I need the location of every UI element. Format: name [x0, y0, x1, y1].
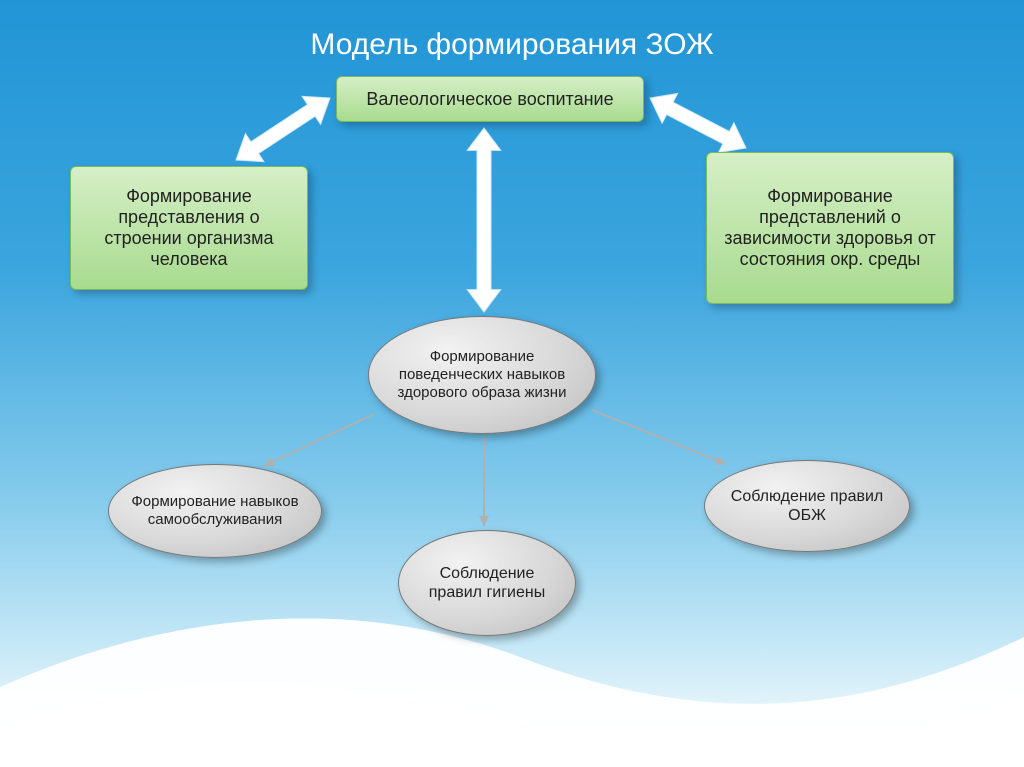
- edge-e4: [264, 414, 374, 466]
- node-n7: Соблюдение правил ОБЖ: [704, 460, 910, 552]
- edge-e5: [479, 436, 489, 526]
- node-n1: Валеологическое воспитание: [336, 76, 644, 122]
- diagram-title: Модель формирования ЗОЖ: [0, 28, 1024, 62]
- node-n2: Формирование представления о строении ор…: [70, 166, 308, 290]
- edge-e6: [592, 410, 726, 465]
- edge-e2: [650, 93, 746, 152]
- node-n4: Формирование поведенческих навыков здоро…: [368, 316, 596, 434]
- edge-e3: [467, 128, 501, 312]
- node-n3: Формирование представлений о зависимости…: [706, 152, 954, 304]
- edge-e1: [236, 96, 330, 161]
- node-n6: Соблюдение правил гигиены: [398, 530, 576, 636]
- node-n5: Формирование навыков самообслуживания: [108, 464, 322, 558]
